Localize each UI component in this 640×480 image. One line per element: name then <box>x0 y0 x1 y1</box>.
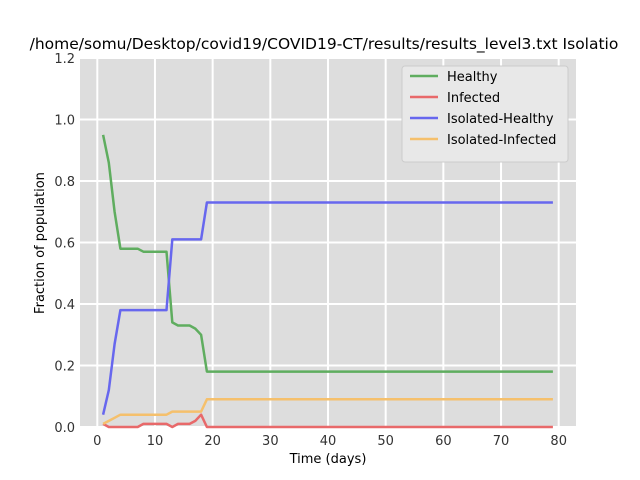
legend-label-healthy: Healthy <box>447 70 498 85</box>
x-tick-label: 30 <box>262 434 279 449</box>
y-tick-label: 1.0 <box>54 114 75 129</box>
y-tick-label: 1.2 <box>54 52 75 67</box>
y-tick-label: 0.6 <box>54 237 75 252</box>
series-line-isolated-healthy <box>101 201 553 415</box>
x-tick-label: 70 <box>493 434 510 449</box>
x-tick-label: 80 <box>550 434 567 449</box>
series-line-healthy <box>101 134 553 373</box>
y-tick-label: 0.2 <box>54 360 75 375</box>
series-line-infected <box>102 413 553 429</box>
y-tick-label: 0.8 <box>54 175 75 190</box>
legend-label-isolated-healthy: Isolated-Healthy <box>447 112 554 127</box>
x-tick-label: 0 <box>93 434 101 449</box>
y-axis-ticks: 0.0 0.2 0.4 0.6 0.8 1.0 1.2 <box>54 52 75 436</box>
y-tick-label: 0.0 <box>54 421 75 436</box>
x-tick-label: 50 <box>377 434 394 449</box>
y-axis-label: Fraction of population <box>33 172 48 314</box>
x-tick-label: 20 <box>204 434 221 449</box>
y-tick-label: 0.4 <box>54 298 75 313</box>
series-line-isolated-infected <box>102 398 553 426</box>
x-axis-ticks: 0 10 20 30 40 50 60 70 80 <box>93 434 567 449</box>
series-lines <box>101 134 553 429</box>
legend-box <box>401 65 569 163</box>
legend-label-infected: Infected <box>447 91 500 106</box>
legend-label-isolated-infected: Isolated-Infected <box>447 133 556 148</box>
legend: Healthy Infected Isolated-Healthy Isolated-… <box>401 65 569 163</box>
x-tick-label: 60 <box>435 434 452 449</box>
x-tick-label: 10 <box>147 434 164 449</box>
x-axis-label: Time (days) <box>289 452 367 467</box>
chart-title: /home/somu/Desktop/covid19/COVID19-CT/re… <box>30 35 619 54</box>
x-tick-label: 40 <box>320 434 337 449</box>
